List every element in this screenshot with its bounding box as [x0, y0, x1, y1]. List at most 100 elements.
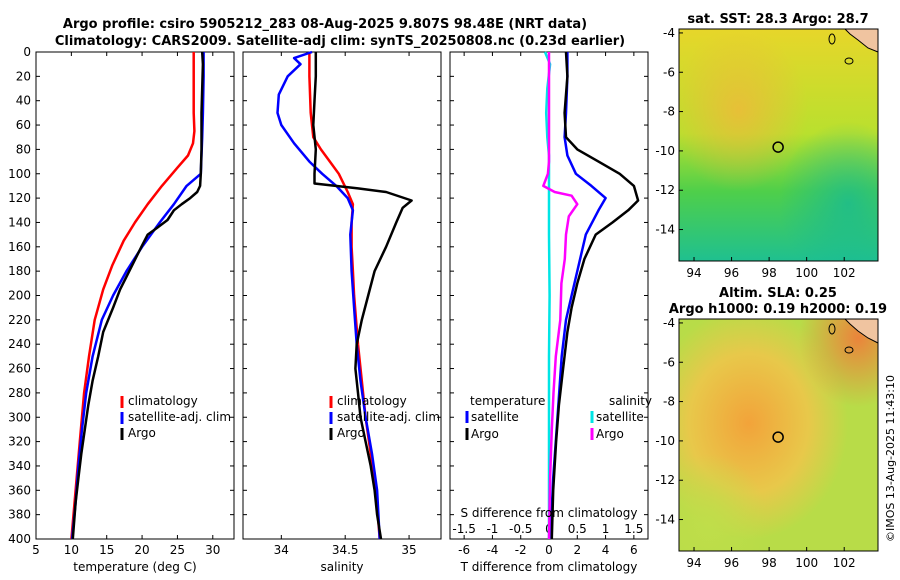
x-tick-label: 5 [32, 543, 40, 557]
depth-tick-label: 160 [8, 240, 31, 254]
sst-cool-patch [679, 29, 878, 261]
series-line-argo [312, 52, 413, 540]
depth-tick-label: 200 [8, 289, 31, 303]
map-y-tick-label: -10 [655, 434, 675, 448]
sla-sw-patch [679, 319, 878, 551]
legend-temperature-header: temperature [470, 394, 545, 408]
depth-tick-label: 380 [8, 508, 31, 522]
x-tick-label: -4 [486, 543, 498, 557]
depth-tick-label: 300 [8, 410, 31, 424]
sst-island-1 [828, 33, 836, 45]
temperature-panel-frame [35, 51, 235, 540]
depth-tick-label: 340 [8, 459, 31, 473]
map-y-tick-label: -4 [663, 26, 675, 40]
map-y-tick-label: -6 [663, 65, 675, 79]
s-difference-tick-label: -1.5 [452, 522, 475, 536]
x-tick-label: 34 [274, 543, 289, 557]
sla-map-frame [678, 318, 879, 552]
map-x-tick-label: 94 [686, 266, 701, 280]
sst-land-sumatra [845, 29, 878, 52]
legend-argo-label: Argo [128, 426, 156, 440]
s-difference-tick-label: 0.5 [568, 522, 587, 536]
depth-tick-label: 120 [8, 191, 31, 205]
depth-tick-label: 80 [16, 142, 31, 156]
map-y-tick-label: -14 [655, 513, 675, 527]
legend-t-argo-label: Argo [471, 427, 499, 441]
legend-climatology-label: climatology [128, 394, 198, 408]
legend-s-argo-label: Argo [596, 427, 624, 441]
sst-argo-position-marker [772, 141, 784, 153]
legend-t-satellite-label: satellite [471, 410, 519, 424]
sst-map: 94 96 98 100 102 -4 -6 -8 -10 -12 -14 [655, 26, 879, 280]
map-y-tick-label: -4 [663, 316, 675, 330]
legend-salinity-header: salinity [609, 394, 652, 408]
sla-argo-position-marker [772, 431, 784, 443]
depth-tick-label: 240 [8, 337, 31, 351]
x-tick-label: 15 [99, 543, 114, 557]
difference-panel: -6 -4 -2 0 2 4 6-1.5 -1 -0.5 0 0.5 1 1.5 [450, 51, 648, 557]
map-x-tick-label: 98 [761, 266, 776, 280]
map-y-tick-label: -10 [655, 144, 675, 158]
sla-island-2 [844, 346, 854, 354]
x-tick-label: -2 [515, 543, 527, 557]
imos-watermark: ©IMOS 13-Aug-2025 11:43:10 [884, 375, 897, 542]
sst-coastline [844, 28, 879, 53]
map-y-tick-label: -14 [655, 223, 675, 237]
sla-coastline [844, 318, 879, 344]
depth-tick-label: 180 [8, 264, 31, 278]
depth-tick-label: 100 [8, 167, 31, 181]
sst-island-2 [844, 57, 854, 65]
temperature-axis-label: temperature (deg C) [73, 560, 196, 574]
depth-tick-label: 360 [8, 483, 31, 497]
map-y-tick-label: -8 [663, 395, 675, 409]
s-difference-tick-label: -0.5 [509, 522, 532, 536]
x-tick-label: 6 [630, 543, 638, 557]
t-difference-axis-label: T difference from climatology [460, 560, 638, 574]
figure-title-line2: Climatology: CARS2009. Satellite-adj cli… [55, 34, 625, 49]
legend-satellite-label: satellite-adj. clim [128, 410, 231, 424]
series-line-argo [71, 51, 205, 540]
legend-argo-label: Argo [337, 426, 365, 440]
series-line-satellite-adj-clim [70, 52, 205, 540]
salinity-axis-label: salinity [320, 560, 363, 574]
legend-s-satellite-label: satellite [596, 410, 644, 424]
series-line-temperature-satellite [549, 52, 607, 540]
depth-tick-label: 400 [8, 532, 31, 546]
figure-title-line1: Argo profile: csiro 5905212_283 08-Aug-2… [63, 17, 587, 32]
map-x-tick-label: 96 [724, 556, 739, 570]
s-difference-tick-label: -1 [486, 522, 498, 536]
map-y-tick-label: -12 [655, 183, 675, 197]
series-line-climatology [70, 52, 196, 540]
x-tick-label: 4 [602, 543, 610, 557]
x-tick-label: -6 [458, 543, 470, 557]
legend-satellite-label: satellite-adj. clim [337, 410, 440, 424]
depth-tick-label: 260 [8, 362, 31, 376]
x-tick-label: 10 [64, 543, 79, 557]
salinity-panel: 34 34.5 35 [243, 50, 441, 557]
map-x-tick-label: 94 [686, 556, 701, 570]
depth-tick-label: 40 [16, 94, 31, 108]
depth-axis: 0 20 40 60 80 100 120 140 160 180 200 220 240 260 280 3… [8, 45, 31, 546]
temperature-panel: 5 10 15 20 25 30 [32, 51, 234, 557]
legend-climatology-label: climatology [337, 394, 407, 408]
sst-map-frame [678, 28, 879, 262]
sla-land-sumatra [845, 319, 878, 343]
x-tick-label: 20 [134, 543, 149, 557]
depth-tick-label: 220 [8, 313, 31, 327]
s-difference-tick-label: 1 [602, 522, 610, 536]
x-tick-label: 35 [401, 543, 416, 557]
depth-tick-label: 140 [8, 215, 31, 229]
map-y-tick-label: -8 [663, 105, 675, 119]
map-x-tick-label: 98 [761, 556, 776, 570]
sla-map: 94 96 98 100 102 -4 -6 -8 -10 -12 -14 [655, 316, 879, 570]
sla-map-title-line1: Altim. SLA: 0.25 [719, 286, 837, 301]
sla-map-title-line2: Argo h1000: 0.19 h2000: 0.19 [669, 302, 887, 317]
map-x-tick-label: 96 [724, 266, 739, 280]
sla-island-1 [828, 323, 836, 335]
sst-map-axes: 94 96 98 100 102 -4 -6 -8 -10 -12 -14 [655, 26, 855, 280]
sst-map-title: sat. SST: 28.3 Argo: 28.7 [687, 12, 868, 27]
temperature-legend: climatology satellite-adj. clim Argo [120, 394, 231, 440]
salinity-legend: climatology satellite-adj. clim Argo [329, 394, 440, 440]
s-difference-tick-label: 1.5 [624, 522, 643, 536]
